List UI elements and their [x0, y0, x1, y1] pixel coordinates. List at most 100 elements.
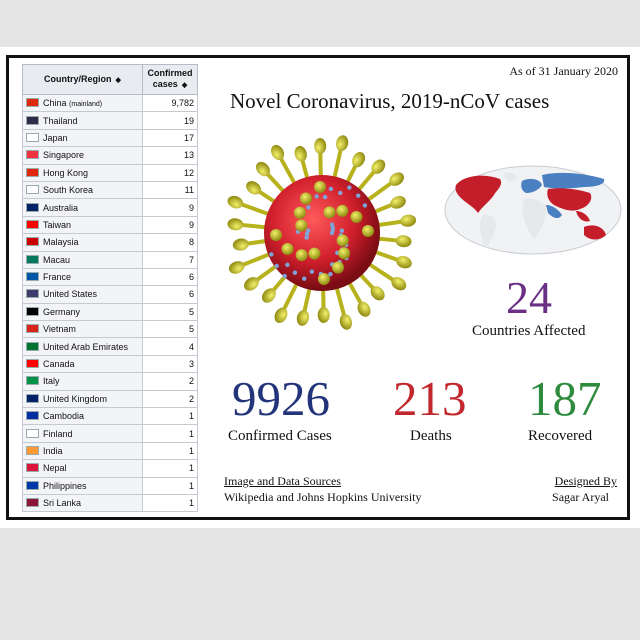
country-cell: Sri Lanka [22, 493, 143, 513]
world-map [444, 165, 622, 255]
spike-head [396, 255, 412, 269]
spike-head [336, 234, 349, 247]
spike-head [350, 210, 363, 223]
flag-icon [26, 463, 39, 473]
spike-head [332, 261, 345, 274]
cases-cell: 8 [142, 233, 198, 252]
table-row: Philippines 1 [22, 476, 198, 495]
country-name[interactable]: United Arab Emirates [43, 341, 129, 352]
surface-dot [302, 276, 307, 281]
country-cell: Taiwan [22, 215, 143, 235]
flag-icon [26, 115, 39, 125]
table-row: Thailand 19 [22, 111, 198, 130]
surface-dot [304, 231, 310, 237]
spike-head [271, 144, 285, 161]
table-row: India 1 [22, 441, 198, 461]
country-cell: Hong Kong [22, 163, 143, 182]
flag-icon [26, 498, 39, 508]
countries-affected-label: Countries Affected [472, 323, 586, 339]
spike-head [390, 196, 406, 209]
country-name[interactable]: Australia [43, 202, 79, 213]
spike-head [338, 247, 351, 260]
surface-dot [306, 205, 311, 210]
table-body: China (mainland) 9,782 Thailand 19 Japan 17 Si… [22, 93, 198, 513]
spike-head [299, 192, 312, 205]
flag-icon [26, 376, 39, 386]
country-cell: South Korea [22, 180, 143, 200]
spike-head [227, 195, 244, 209]
country-name[interactable]: Taiwan [43, 219, 72, 230]
country-name[interactable]: Cambodia [43, 411, 85, 422]
country-cell: Macau [22, 250, 143, 269]
country-name[interactable]: Finland [43, 428, 73, 439]
flag-icon [26, 289, 39, 299]
country-name[interactable]: Philippines [43, 480, 87, 491]
country-name[interactable]: India [43, 446, 63, 456]
spike-head [323, 206, 336, 219]
country-name[interactable]: China [43, 98, 67, 109]
cases-cell: 1 [142, 459, 198, 478]
country-cell: Finland [22, 424, 143, 443]
table-row: Vietnam 5 [22, 320, 198, 339]
surface-dot [339, 228, 345, 233]
flag-icon [26, 341, 39, 351]
header-cases[interactable]: Confirmed cases ◆ [142, 64, 198, 95]
cases-cell: 5 [142, 320, 198, 339]
spike-head [317, 272, 330, 285]
country-name[interactable]: Thailand [43, 115, 78, 126]
table-row: Italy 2 [22, 372, 198, 391]
cases-cell: 17 [142, 128, 198, 148]
page-title: Novel Coronavirus, 2019-nCoV cases [230, 89, 550, 113]
spike-head [227, 218, 244, 231]
spike-head [244, 277, 259, 291]
top-background-band [0, 0, 640, 47]
country-cell: United Arab Emirates [22, 337, 143, 356]
country-name[interactable]: Malaysia [43, 237, 79, 248]
spike-head [352, 151, 366, 168]
table-row: Macau 7 [22, 250, 198, 269]
country-name[interactable]: Macau [43, 254, 71, 265]
sources-heading: Image and Data Sources [224, 474, 341, 488]
cases-cell: 11 [142, 180, 198, 200]
spike-head [294, 145, 307, 162]
cases-cell: 4 [142, 337, 198, 356]
country-cell: Vietnam [22, 320, 143, 339]
header-country[interactable]: Country/Region ◆ [22, 64, 143, 95]
country-name[interactable]: United States [43, 289, 98, 300]
cases-cell: 1 [142, 441, 198, 461]
country-cell: Canada [22, 354, 143, 374]
surface-dot [328, 186, 334, 192]
country-name[interactable]: Hong Kong [43, 167, 89, 178]
country-name[interactable]: Japan [43, 132, 68, 143]
country-name[interactable]: South Korea [43, 185, 94, 196]
country-name[interactable]: Germany [43, 306, 81, 317]
country-name[interactable]: Italy [43, 376, 60, 387]
spike-head [293, 206, 306, 219]
country-name[interactable]: France [43, 272, 72, 283]
cases-cell: 13 [142, 146, 198, 165]
flag-icon [26, 359, 39, 369]
country-name[interactable]: United Kingdom [43, 393, 108, 404]
spike-head [274, 307, 288, 323]
spike-head [262, 288, 276, 303]
cases-cell: 7 [142, 250, 198, 269]
spike-head [357, 301, 371, 317]
country-cell: Australia [22, 198, 143, 217]
flag-icon [26, 150, 39, 160]
country-cell: China (mainland) [22, 93, 143, 113]
country-cell: Malaysia [22, 233, 143, 252]
sort-arrows-icon[interactable]: ◆ [115, 76, 121, 84]
country-name[interactable]: Vietnam [43, 324, 76, 335]
cases-cell: 1 [142, 493, 198, 513]
country-name[interactable]: Canada [43, 359, 75, 370]
table-row: South Korea 11 [22, 180, 198, 200]
table-row: Taiwan 9 [22, 215, 198, 235]
surface-dot [328, 271, 333, 277]
country-name[interactable]: Singapore [43, 150, 85, 161]
country-name[interactable]: Sri Lanka [43, 498, 82, 509]
country-cell: Philippines [22, 476, 143, 495]
surface-dot [269, 252, 274, 257]
sort-arrows-icon[interactable]: ◆ [181, 82, 188, 89]
surface-dot [322, 194, 328, 200]
country-name[interactable]: Nepal [43, 463, 67, 474]
